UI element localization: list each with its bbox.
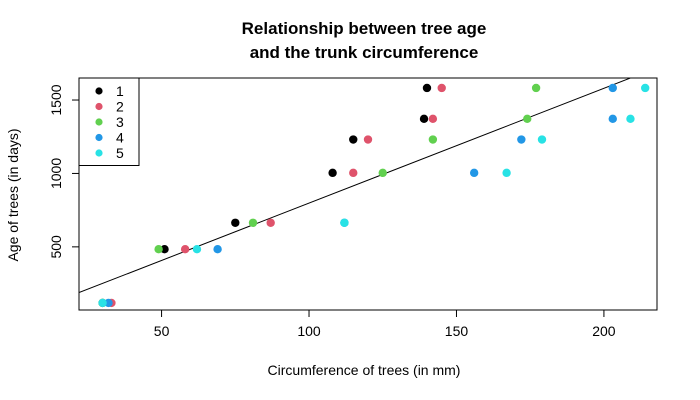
y-axis: 500 1000 1500 (48, 84, 80, 259)
data-point-series-5 (340, 218, 349, 227)
x-tick-label: 200 (592, 323, 616, 339)
chart-title-line-1: Relationship between tree age (242, 19, 487, 38)
data-point-series-3 (523, 114, 532, 124)
data-point-series-3 (154, 245, 163, 254)
data-point-series-1 (349, 135, 358, 144)
data-point-series-2 (437, 83, 446, 93)
y-tick-label: 1000 (48, 158, 64, 189)
regression-line (79, 78, 632, 294)
data-point-series-3 (378, 168, 387, 178)
y-axis-label: Age of trees (in days) (5, 128, 21, 261)
y-tick-label: 1500 (48, 84, 64, 115)
y-tick-label: 500 (48, 235, 64, 259)
data-point-series-4 (469, 168, 479, 178)
data-point-series-2 (349, 168, 358, 178)
legend-marker-2 (95, 102, 103, 111)
data-point-series-4 (213, 245, 222, 254)
legend-marker-4 (95, 133, 103, 142)
regression-line-layer (79, 78, 632, 294)
data-point-series-4 (517, 135, 526, 144)
data-point-series-2 (266, 218, 275, 227)
chart-title-line-2: and the trunk circumference (250, 43, 479, 62)
legend-marker-3 (95, 118, 103, 126)
x-axis: 50 100 150 200 (154, 309, 616, 339)
plot-area-border (78, 77, 658, 311)
data-point-series-1 (231, 218, 240, 227)
data-point-series-1 (422, 83, 432, 93)
data-point-series-4 (608, 114, 617, 124)
data-point-series-2 (428, 114, 438, 124)
legend-marker-1 (95, 87, 103, 95)
data-point-series-4 (104, 298, 113, 308)
x-tick-label: 150 (445, 323, 469, 339)
data-point-series-5 (502, 168, 511, 178)
legend-label-3: 3 (116, 114, 124, 130)
x-tick-label: 100 (297, 323, 321, 339)
legend-label-5: 5 (116, 145, 124, 161)
data-point-series-3 (248, 218, 258, 227)
data-point-series-1 (328, 168, 337, 178)
data-point-series-3 (428, 135, 438, 144)
data-point-series-5 (192, 245, 202, 254)
data-point-series-5 (98, 298, 107, 308)
legend-label-2: 2 (116, 99, 124, 115)
legend-marker-5 (95, 149, 103, 157)
data-point-series-5 (537, 135, 547, 144)
data-point-series-4 (608, 83, 617, 93)
data-point-series-5 (626, 114, 635, 124)
data-point-series-2 (363, 135, 373, 144)
data-point-series-1 (419, 114, 429, 124)
data-point-series-5 (641, 83, 650, 93)
legend-box (78, 77, 140, 166)
data-point-series-2 (180, 245, 190, 254)
x-axis-label: Circumference of trees (in mm) (268, 362, 461, 378)
data-point-series-1 (160, 245, 169, 254)
x-tick-label: 50 (154, 323, 170, 339)
legend-label-1: 1 (116, 83, 124, 99)
data-points-layer (98, 83, 650, 308)
legend-label-4: 4 (116, 130, 124, 146)
data-point-series-3 (531, 83, 541, 93)
